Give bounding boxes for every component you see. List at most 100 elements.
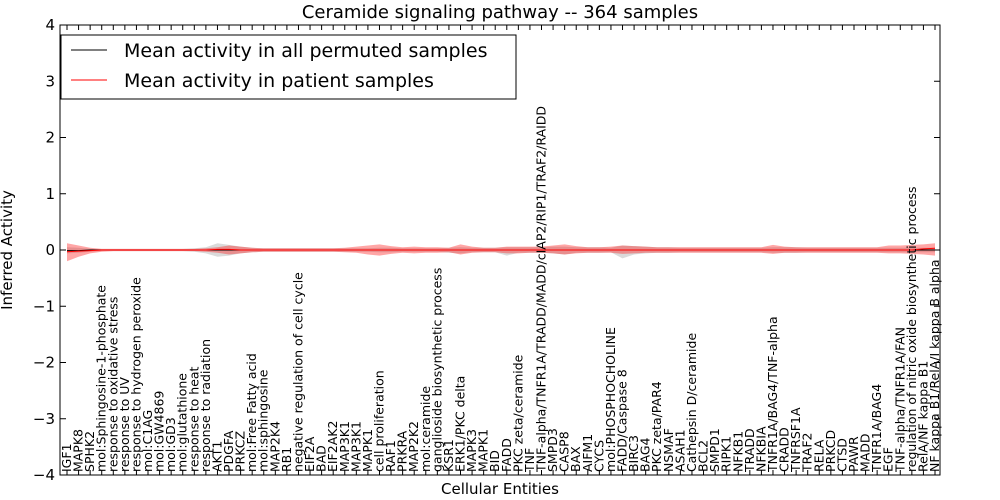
- category-label: IGF1: [59, 443, 74, 472]
- category-label: TNFR1A/BAG4: [869, 384, 884, 473]
- plot-frame: [59, 24, 941, 476]
- category-label: CTSD: [834, 438, 849, 472]
- category-label: KSR1: [441, 439, 456, 472]
- category-label: MAP2K4: [267, 421, 282, 472]
- category-label: mol:C1AG: [140, 410, 155, 472]
- category-label: TRAF2: [800, 432, 815, 473]
- y-tick-label: 4: [45, 16, 55, 34]
- category-label: FADD/Caspase 8: [615, 369, 630, 472]
- y-axis-ticks: −4 −3 −2 −1 0 1 2 3 4: [33, 16, 940, 484]
- y-tick-label: −4: [33, 466, 55, 484]
- category-label: SMPD1: [707, 428, 722, 472]
- category-label: response to oxidative stress: [105, 297, 120, 472]
- y-tick-label: −3: [33, 410, 55, 428]
- category-label: SMPD3: [545, 428, 560, 472]
- y-tick-label: 1: [45, 185, 55, 203]
- category-label: CASP8: [557, 431, 572, 472]
- category-label: response to hydrogen peroxide: [128, 277, 143, 472]
- category-label: EGF: [881, 447, 896, 472]
- category-label: PKC zeta/ceramide: [510, 354, 525, 472]
- series-lines: [66, 247, 936, 253]
- y-tick-label: 3: [45, 72, 55, 90]
- category-label: SPHK2: [82, 431, 97, 472]
- chart-title: Ceramide signaling pathway -- 364 sample…: [302, 2, 698, 23]
- category-label: mol:ceramide: [418, 386, 433, 472]
- line-patient: [66, 247, 936, 253]
- category-label: MAPK1: [360, 429, 375, 472]
- category-label: response to UV: [117, 377, 132, 472]
- category-label: ganglioside biosynthetic process: [429, 268, 444, 472]
- category-label: TNF: [522, 448, 537, 473]
- category-label: ERK1/PKC delta: [453, 376, 468, 472]
- category-label: NFKBIA: [753, 426, 768, 472]
- category-label: TNFR1A/BAG4/TNF-alpha: [765, 316, 780, 473]
- band-permuted: [67, 243, 935, 259]
- legend-box: [60, 34, 517, 100]
- confidence-bands: [67, 243, 935, 262]
- category-label: RelA/NF kappa B1: [915, 361, 930, 472]
- category-label: NFKB1: [730, 431, 745, 472]
- category-label: MAP2K2: [406, 421, 421, 472]
- category-label: MAPK8: [71, 429, 86, 472]
- category-label: PRKCD: [823, 430, 838, 472]
- category-label: PRKRA: [395, 430, 410, 472]
- category-label: AIFM1: [580, 434, 595, 472]
- category-label: mol:glutathione: [175, 373, 190, 472]
- category-label: MAPK1: [476, 429, 491, 472]
- category-label: FADD: [499, 438, 514, 472]
- category-label: MAPK3: [464, 429, 479, 472]
- category-label: Cathepsin D/ceramide: [684, 333, 699, 473]
- category-label: RAF1: [383, 440, 398, 472]
- category-label: PAWR: [846, 436, 861, 472]
- category-label: cell proliferation: [372, 370, 387, 472]
- category-label: EIF2A: [302, 436, 317, 472]
- category-label: BID: [487, 450, 502, 472]
- category-label: BAX: [568, 446, 583, 472]
- category-label: BAG4: [638, 437, 653, 472]
- x-axis-label: Cellular Entities: [441, 480, 559, 498]
- category-label: AKT1: [210, 441, 225, 472]
- category-label: EIF2AK2: [325, 421, 340, 472]
- category-label: TRADD: [742, 428, 757, 473]
- y-axis-label: Inferred Activity: [0, 190, 16, 310]
- category-label: TNF-alpha/TNFR1A/TRADD/MADD/cIAP2/RIP1/T…: [534, 106, 549, 473]
- category-label: negative regulation of cell cycle: [291, 272, 306, 472]
- category-label: MAP3K1: [348, 421, 363, 472]
- category-label: response to radiation: [198, 339, 213, 472]
- x-axis-ticks: [66, 25, 936, 475]
- legend-label-patient: Mean activity in patient samples: [124, 70, 434, 92]
- legend-label-permuted: Mean activity in all permuted samples: [124, 40, 487, 62]
- category-label: mol:Sphingosine-1-phosphate: [94, 285, 109, 472]
- category-label: PKC zeta/PAR4: [649, 381, 664, 472]
- category-label: MAP3K1: [337, 421, 352, 472]
- band-patient: [67, 243, 935, 262]
- category-label: NSMAF: [661, 428, 676, 472]
- category-label: RB1: [279, 447, 294, 472]
- y-tick-label: −2: [33, 354, 55, 372]
- category-label: mol:GD3: [163, 417, 178, 472]
- category-label: PDGFA: [221, 430, 236, 472]
- category-label: NF kappa B1/RelA/I kappa B alpha: [927, 259, 942, 472]
- category-label: mol:PHOSPHOCHOLINE: [603, 327, 618, 472]
- category-label: response to heat: [186, 366, 201, 472]
- y-tick-label: 2: [45, 129, 55, 147]
- category-label: regulation of nitric oxide biosynthetic …: [904, 186, 919, 472]
- category-label: RIPK1: [719, 436, 734, 472]
- category-label: BAD: [314, 445, 329, 472]
- category-label: CRADD: [777, 427, 792, 472]
- category-label: mol:sphingosine: [256, 369, 271, 472]
- y-tick-label: −1: [33, 297, 55, 315]
- category-label: mol:Free Fatty acid: [244, 353, 259, 472]
- category-label: ASAH1: [672, 429, 687, 472]
- category-label: BCL2: [696, 440, 711, 472]
- category-label: TNFRSF1A: [788, 407, 803, 473]
- category-label: MADD: [858, 433, 873, 472]
- category-label: TNF-alpha/TNFR1A/FAN: [892, 327, 907, 473]
- category-label: mol:GW4869: [152, 391, 167, 472]
- category-label: BIRC3: [626, 435, 641, 472]
- legend: Mean activity in all permuted samples Me…: [60, 34, 517, 100]
- category-label: PRKCZ: [233, 431, 248, 472]
- category-labels: IGF1MAPK8SPHK2mol:Sphingosine-1-phosphat…: [59, 106, 942, 473]
- category-label: CYCS: [591, 440, 606, 472]
